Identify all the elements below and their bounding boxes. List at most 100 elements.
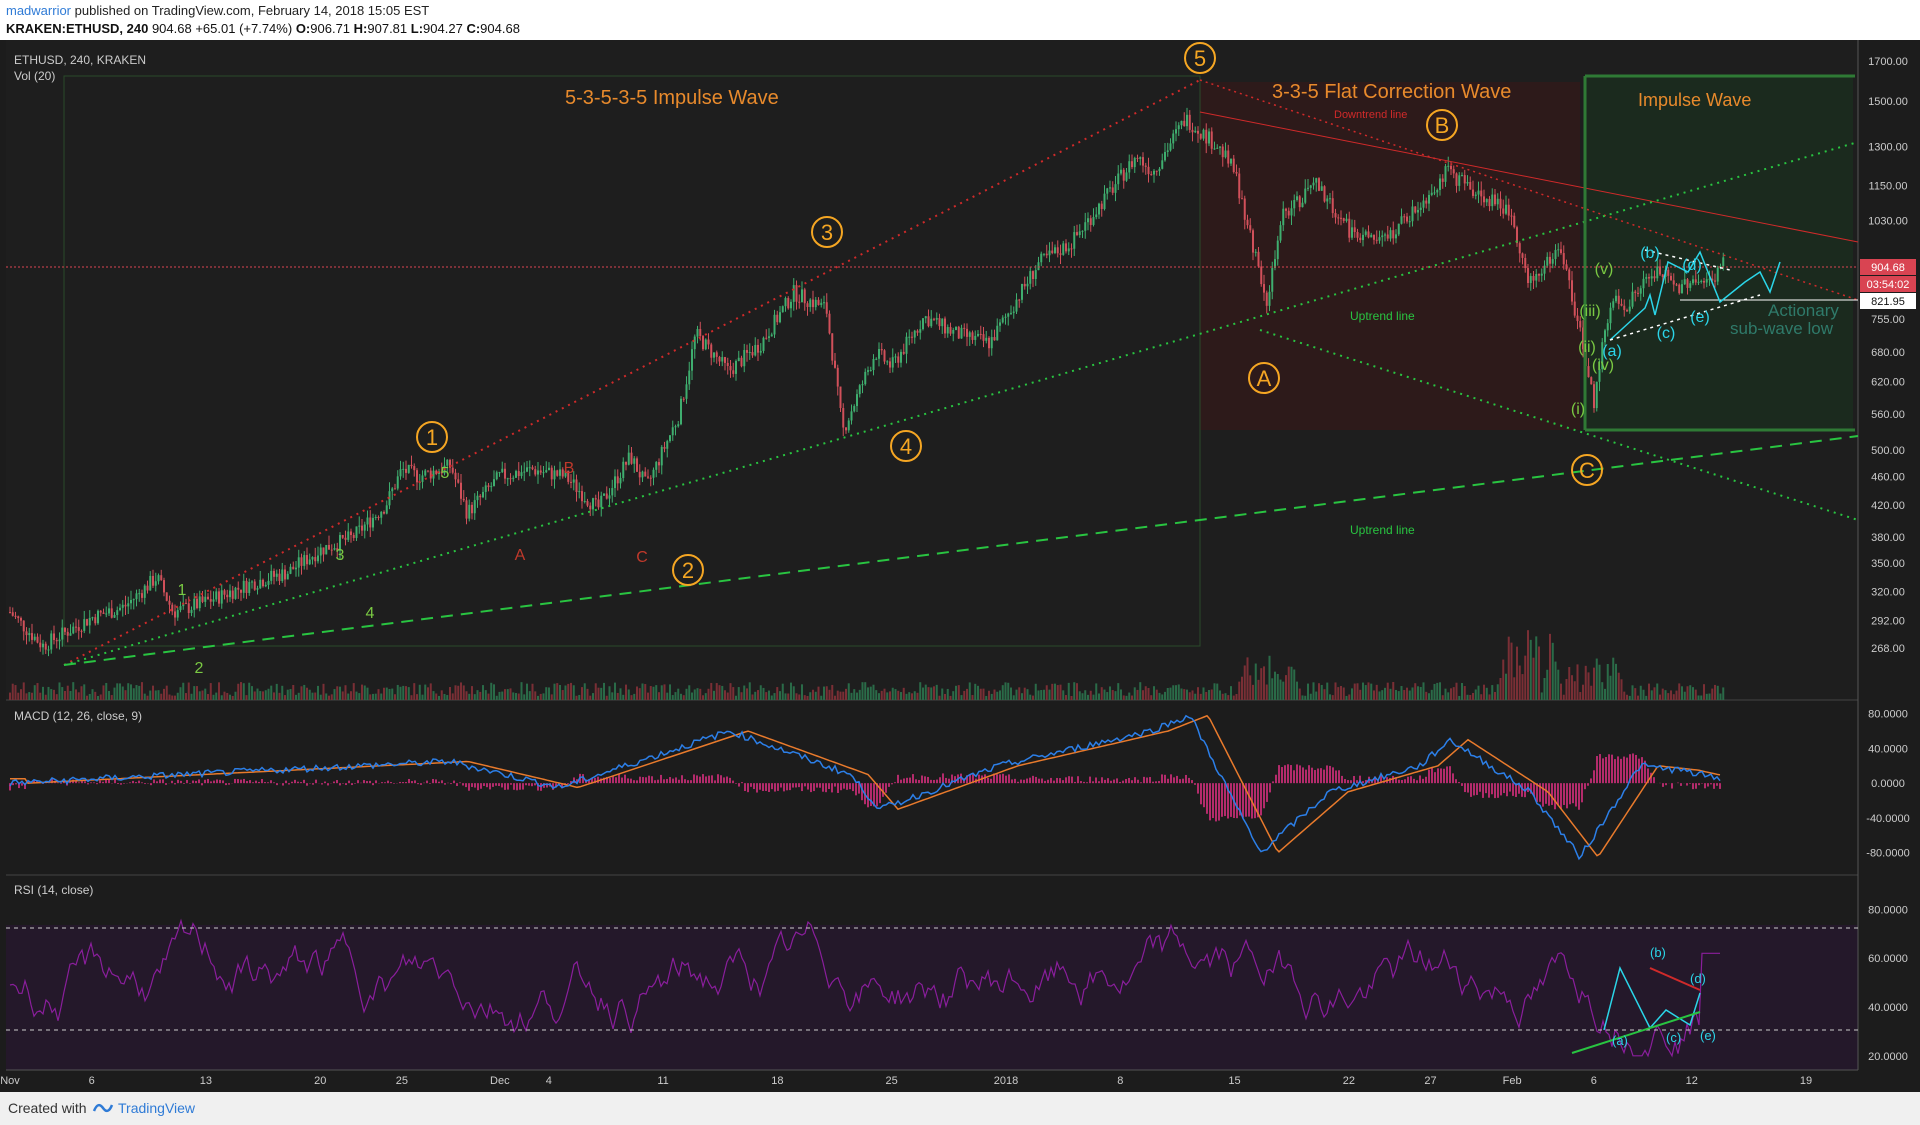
macd-histogram-bar [1317,768,1319,784]
candle-body [1527,268,1529,284]
macd-histogram-bar [294,779,296,784]
candle-body [171,604,174,612]
macd-histogram-bar [609,778,611,784]
candle-body [47,649,50,651]
candle-body [1043,253,1045,255]
volume-bar [988,690,990,700]
candle-body [286,573,289,580]
macd-histogram-bar [1305,769,1307,784]
triangle-upper-edge [1644,249,1731,271]
time-axis[interactable]: Nov 6 13 20 25 Dec 4 11 18 25 2018 8 15 22 27 Feb 6 12 19 [0,1075,1812,1087]
volume-bar [905,693,908,700]
candle-body [911,336,913,338]
candle-body [856,394,858,407]
candle-body [1626,310,1628,312]
candle-body [790,301,792,309]
candle-body [1133,157,1136,168]
volume-bar [1562,694,1565,700]
candle-body [471,504,473,514]
volume-bar [176,692,179,700]
volume-bar [1150,695,1153,700]
macd-histogram-bar [1494,783,1496,799]
rsi-annotations: (a) (b) (c) (d) (e) [1571,945,1716,1054]
volume-bar [776,687,779,700]
volume-bar [94,691,97,700]
macd-histogram-bar [1602,758,1604,784]
macd-histogram-bar [336,780,338,784]
candle-body [743,350,746,367]
macd-histogram-bar [651,776,653,784]
trading-chart[interactable]: ETHUSD, 240, KRAKEN Vol (20) MACD (12, 2… [0,40,1920,1092]
volume-bar [1166,688,1169,700]
candle-body [886,361,889,363]
volume-bar [1535,636,1538,700]
candle-body [1238,173,1241,199]
candle-body [1623,305,1626,311]
volume-bar [270,685,273,700]
volume-bar [251,686,253,700]
volume-bar [495,695,498,700]
macd-histogram-bar [903,778,905,784]
volume-bar [985,695,988,700]
volume-bar [429,683,432,700]
volume-bar [1219,690,1221,700]
candle-body [578,491,581,493]
candle-body [108,608,110,614]
volume-bar [1356,683,1359,700]
candle-body [1362,234,1364,241]
macd-histogram-bar [291,781,293,784]
macd-histogram-bar [1581,783,1583,803]
candle-body [946,327,949,334]
macd-histogram-bar [1116,778,1118,784]
volume-bar [1254,663,1257,700]
candle-body [649,477,652,479]
macd-histogram-bar [339,783,341,786]
volume-bar [1023,687,1026,700]
volume-bar [1505,673,1507,700]
volume-bar [443,693,446,700]
candle-body [669,435,671,442]
macd-histogram-bar [1443,768,1445,784]
volume-bar [314,692,317,700]
candle-body [506,478,509,480]
volume-bar [583,683,586,700]
volume-bar [825,686,828,700]
macd-histogram-bar [621,777,623,784]
volume-bar [399,686,402,700]
volume-bar [1043,689,1045,700]
volume-bar [1408,690,1411,700]
macd-histogram-bar [801,783,803,792]
volume-bar [671,695,674,700]
candle-body [187,603,190,614]
candle-body [1054,247,1056,254]
macd-histogram-bar [1458,782,1460,784]
volume-bar [391,688,394,700]
candle-body [116,610,119,616]
macd-histogram-bar [354,783,356,784]
low-value: 904.27 [423,21,463,36]
macd-histogram-bar [1548,783,1550,806]
macd-histogram-bar [1047,779,1049,784]
macd-histogram-bar [645,777,647,784]
candle-body [765,337,768,339]
volume-label: Vol (20) [14,69,55,83]
author-link[interactable]: madwarrior [6,3,72,18]
macd-histogram-bar [1149,777,1151,784]
macd-histogram-bar [357,780,359,784]
volume-bar [1106,692,1109,700]
tradingview-link[interactable]: TradingView [118,1100,196,1116]
candle-body [1161,160,1164,169]
candle-body [1202,129,1205,139]
macd-histogram-bar [630,778,632,784]
price-axis[interactable]: 1700.001500.001300.001150.001030.00755.0… [1868,56,1908,655]
macd-histogram-bar [255,780,257,784]
candle-body [1062,243,1065,255]
symbol-text: KRAKEN:ETHUSD, 240 [6,21,149,36]
macd-histogram-bar [1509,783,1511,792]
macd-histogram-bar [456,783,458,786]
candle-body [245,580,248,593]
macd-histogram-bar [534,783,536,786]
candle-body [1095,214,1098,218]
volume-bar [561,690,564,700]
volume-bar [1477,685,1480,700]
